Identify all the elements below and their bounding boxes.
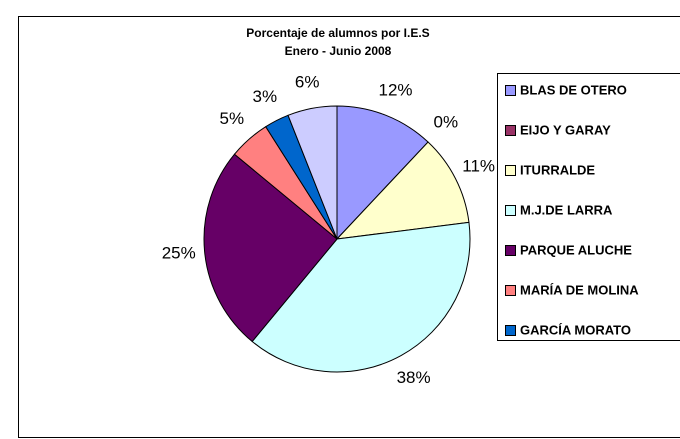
- legend-label: PARQUE ALUCHE: [520, 242, 632, 257]
- legend-swatch: [505, 325, 516, 336]
- legend-label: MARÍA DE MOLINA: [520, 282, 639, 297]
- legend-swatch: [505, 245, 516, 256]
- legend: BLAS DE OTERO EIJO Y GARAY ITURRALDE M.J.DE…: [505, 82, 639, 337]
- pie-slice: [203, 153, 338, 343]
- data-label: 38%: [397, 368, 431, 387]
- data-label: 6%: [295, 72, 320, 91]
- pie-slice: [287, 105, 338, 240]
- data-label: 5%: [220, 109, 245, 128]
- pie-slice: [251, 221, 471, 373]
- legend-label: M.J.DE LARRA: [520, 202, 613, 217]
- chart-subtitle: Enero - Junio 2008: [285, 44, 392, 58]
- chart-title: Porcentaje de alumnos por I.E.S: [246, 26, 429, 40]
- legend-swatch: [505, 285, 516, 296]
- pie-slice: [335, 141, 470, 240]
- data-label: 3%: [253, 87, 278, 106]
- pie-slice: [336, 105, 429, 241]
- legend-swatch: [505, 165, 516, 176]
- data-label: 11%: [462, 156, 495, 175]
- legend-box: [497, 73, 680, 341]
- legend-label: ITURRALDE: [520, 162, 595, 177]
- data-label: 0%: [434, 113, 459, 132]
- legend-swatch: [505, 205, 516, 216]
- legend-label: EIJO Y GARAY: [520, 122, 611, 137]
- data-label: 25%: [162, 243, 196, 262]
- legend-swatch: [505, 85, 516, 96]
- data-label: 12%: [379, 81, 413, 100]
- legend-label: BLAS DE OTERO: [520, 82, 627, 97]
- legend-label: GARCÍA MORATO: [520, 322, 631, 337]
- legend-swatch: [505, 125, 516, 136]
